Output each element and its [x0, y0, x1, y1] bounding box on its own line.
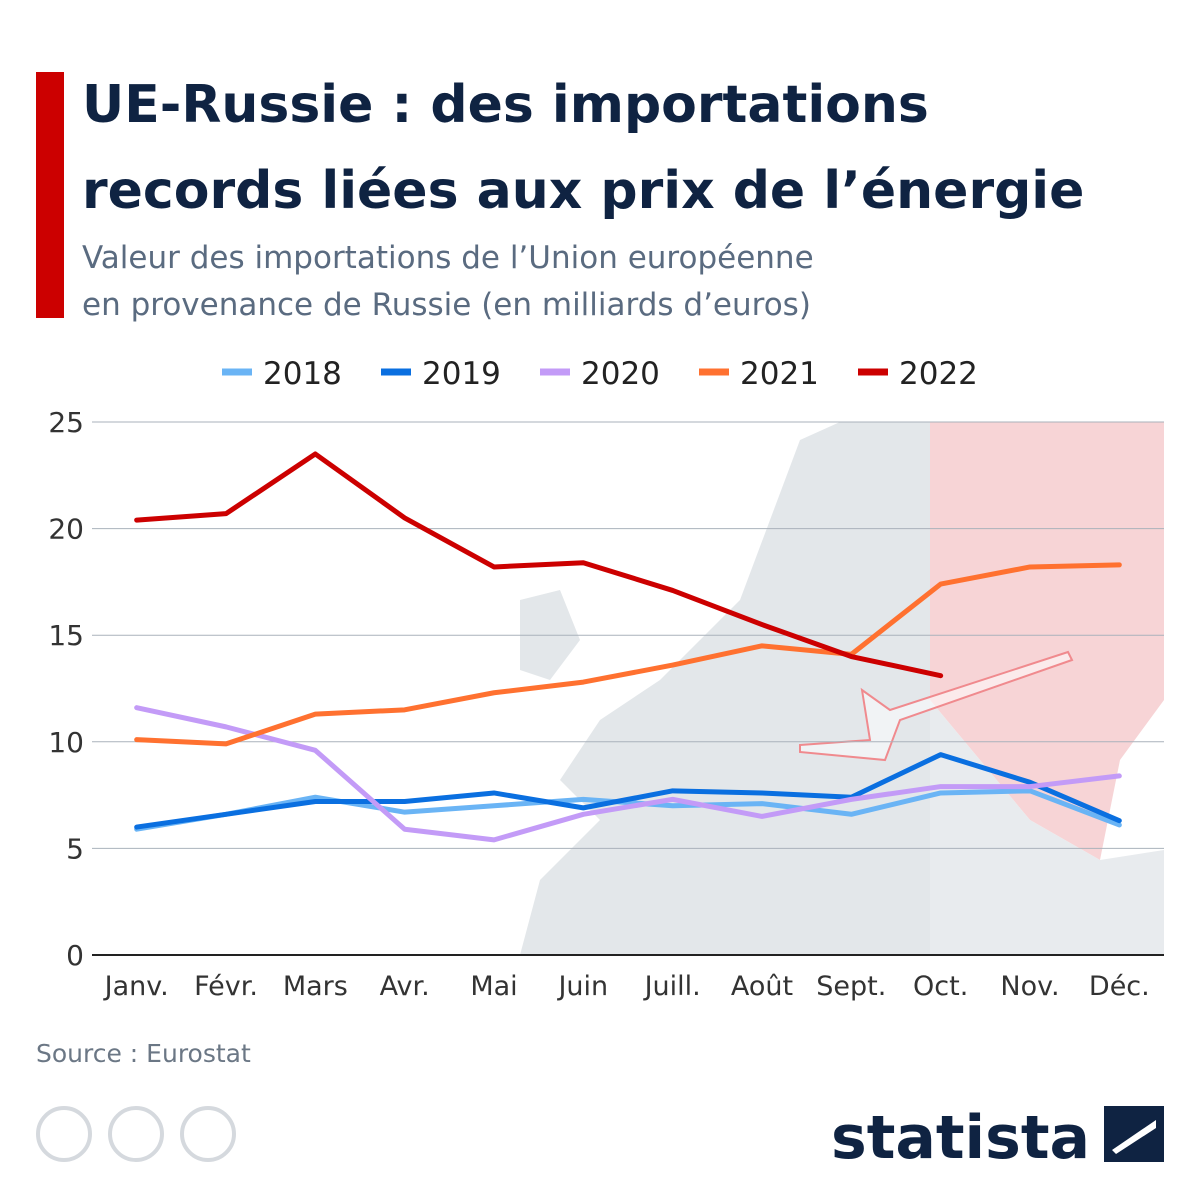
y-tick-label: 5 — [66, 832, 84, 865]
map-background — [520, 422, 1164, 955]
line-series — [134, 788, 1122, 832]
legend-label: 2021 — [740, 356, 819, 392]
map-russia — [930, 422, 1164, 860]
chart-subtitle: en provenance de Russie (en milliards d’… — [82, 287, 811, 323]
x-tick-label: Oct. — [913, 971, 968, 1002]
x-tick-label: Août — [731, 971, 793, 1002]
chart-title: records liées aux prix de l’énergie — [82, 161, 1084, 221]
y-tick-label: 10 — [48, 726, 84, 759]
x-tick-label: Mai — [470, 971, 517, 1002]
y-tick-label: 25 — [48, 406, 84, 439]
line-series — [134, 705, 1122, 843]
brand-logo: statista — [831, 1103, 1090, 1173]
x-tick-label: Juill. — [643, 971, 701, 1002]
x-tick-label: Nov. — [1000, 971, 1059, 1002]
x-tick-label: Sept. — [816, 971, 886, 1002]
x-tick-label: Janv. — [103, 971, 169, 1002]
arrow-annotation — [799, 650, 1074, 762]
y-tick-label: 0 — [66, 939, 84, 972]
legend-label: 2022 — [899, 356, 978, 392]
legend-label: 2018 — [263, 356, 342, 392]
accent-bar — [36, 72, 64, 318]
legend-label: 2019 — [422, 356, 501, 392]
line-series — [134, 451, 944, 679]
line-series — [134, 752, 1122, 830]
x-tick-label: Juin — [556, 971, 608, 1002]
license-icons — [36, 1106, 236, 1162]
chart-title: UE-Russie : des importations — [82, 75, 929, 135]
x-tick-label: Avr. — [380, 971, 430, 1002]
brand-icon — [1104, 1106, 1164, 1162]
x-tick-label: Déc. — [1089, 971, 1150, 1002]
map-land — [520, 422, 930, 955]
line-series — [134, 562, 1122, 747]
map-land — [930, 700, 1164, 955]
chart-subtitle: Valeur des importations de l’Union europ… — [82, 240, 814, 276]
source: Source : Eurostat — [36, 1039, 251, 1068]
x-tick-label: Mars — [283, 971, 348, 1002]
y-tick-label: 20 — [48, 513, 84, 546]
legend-label: 2020 — [581, 356, 660, 392]
y-tick-label: 15 — [48, 619, 84, 652]
x-tick-label: Févr. — [194, 971, 258, 1002]
